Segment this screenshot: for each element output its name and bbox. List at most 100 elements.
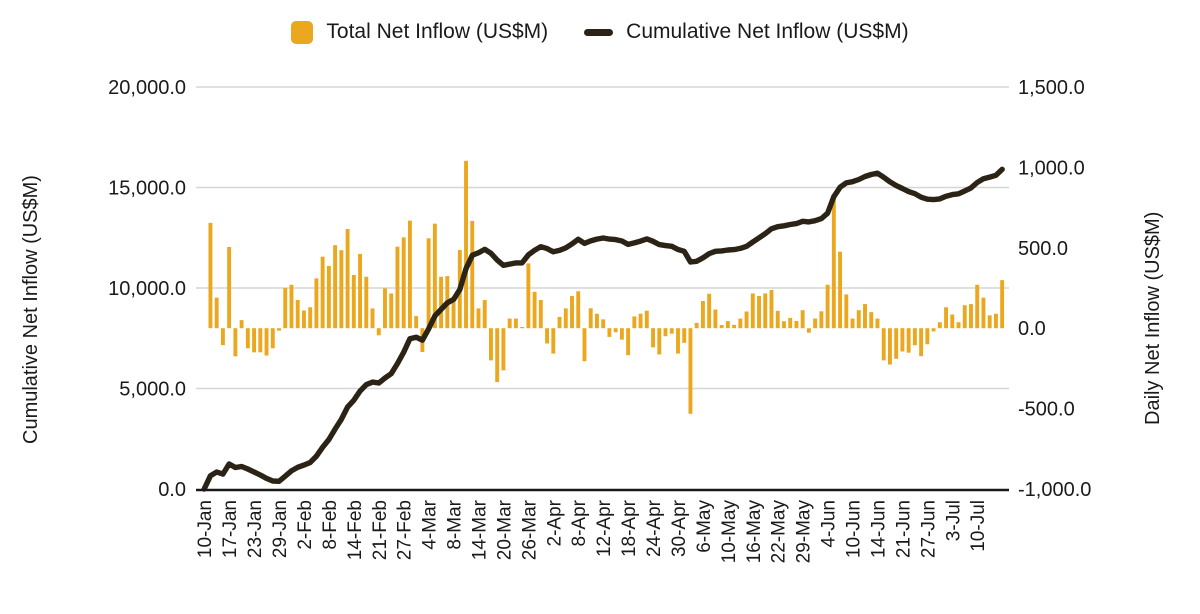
- right-axis-tick-label: -500.0: [1018, 399, 1075, 421]
- x-axis-tick-label: 10-May: [719, 500, 740, 564]
- daily-net-inflow-bar: [838, 251, 843, 329]
- daily-net-inflow-bar: [894, 328, 899, 359]
- daily-net-inflow-bar: [887, 328, 892, 365]
- daily-net-inflow-bar: [806, 328, 811, 333]
- x-axis-tick-label: 8-Mar: [445, 499, 466, 549]
- daily-net-inflow-bar: [295, 300, 300, 329]
- x-axis-tick-label: 8-Feb: [320, 500, 341, 550]
- daily-net-inflow-bar: [401, 237, 406, 329]
- daily-net-inflow-bar: [594, 313, 599, 329]
- daily-net-inflow-bar: [738, 318, 743, 329]
- daily-net-inflow-bar: [383, 288, 387, 329]
- daily-net-inflow-bar: [407, 220, 412, 329]
- daily-net-inflow-bar: [925, 328, 930, 345]
- legend-item-total-net-inflow: Total Net Inflow (US$M): [291, 20, 548, 44]
- daily-net-inflow-bar: [757, 296, 761, 329]
- daily-net-inflow-bar: [264, 328, 269, 356]
- daily-net-inflow-bar: [869, 312, 874, 329]
- daily-net-inflow-bar: [526, 263, 531, 329]
- daily-net-inflow-bar: [277, 328, 281, 331]
- x-axis-tick-label: 30-Apr: [669, 499, 690, 557]
- line-swatch-icon: [584, 28, 614, 36]
- daily-net-inflow-bar: [414, 316, 419, 329]
- daily-net-inflow-bar: [345, 228, 350, 329]
- daily-net-inflow-bar: [1000, 280, 1005, 329]
- daily-net-inflow-bar: [283, 288, 288, 329]
- daily-net-inflow-bar: [906, 328, 911, 353]
- cumulative-net-inflow-line: [201, 166, 1005, 492]
- x-axis-tick-label: 14-Mar: [469, 499, 490, 560]
- daily-net-inflow-bar: [339, 250, 344, 329]
- x-axis-tick-label: 12-Apr: [594, 499, 615, 557]
- left-axis-tick-label: 5,000.0: [119, 379, 186, 401]
- daily-net-inflow-bar: [769, 290, 774, 329]
- x-axis-tick-label: 3-Jul: [943, 500, 964, 541]
- daily-net-inflow-bar: [214, 297, 219, 329]
- daily-net-inflow-bar: [800, 310, 805, 329]
- daily-net-inflow-bar: [719, 324, 724, 329]
- legend: Total Net Inflow (US$M) Cumulative Net I…: [0, 20, 1200, 44]
- daily-net-inflow-bar: [613, 328, 618, 333]
- daily-net-inflow-bar: [794, 320, 799, 329]
- daily-net-inflow-bar: [956, 322, 961, 329]
- daily-net-inflow-bar: [476, 308, 481, 329]
- left-axis-tick-label: 0.0: [158, 479, 186, 501]
- daily-net-inflow-bar: [713, 309, 718, 329]
- x-axis-tick-label: 2-Feb: [295, 500, 316, 550]
- daily-net-inflow-bar: [931, 328, 936, 332]
- daily-net-inflow-bar: [688, 328, 693, 414]
- left-axis-tick-label: 20,000.0: [108, 77, 186, 99]
- daily-net-inflow-bar: [439, 276, 444, 329]
- daily-net-inflow-bar: [551, 328, 556, 354]
- daily-net-inflow-bar: [825, 284, 830, 329]
- daily-net-inflow-bar: [987, 315, 992, 329]
- x-axis-tick-label: 14-Feb: [345, 500, 366, 560]
- x-axis-tick-label: 8-Apr: [569, 499, 590, 546]
- x-axis-tick-label: 10-Jan: [195, 500, 216, 558]
- daily-net-inflow-bar: [788, 317, 793, 329]
- right-axis-tick-label: 0.0: [1018, 318, 1046, 340]
- daily-net-inflow-bar: [252, 328, 257, 353]
- x-axis-tick-label: 29-Jan: [270, 500, 291, 558]
- left-axis-tick-label: 10,000.0: [108, 278, 186, 300]
- daily-net-inflow-bar: [507, 318, 512, 329]
- daily-net-inflow-bar: [819, 311, 824, 329]
- legend-label: Cumulative Net Inflow (US$M): [626, 20, 909, 43]
- daily-net-inflow-bar: [863, 304, 867, 329]
- daily-net-inflow-bar: [638, 313, 643, 329]
- x-axis-tick-label: 6-May: [694, 500, 715, 553]
- daily-net-inflow-bar: [258, 328, 263, 353]
- daily-net-inflow-bar: [919, 328, 924, 357]
- daily-net-inflow-bar: [557, 316, 562, 329]
- daily-net-inflow-bar: [370, 308, 375, 329]
- daily-net-inflow-bar: [570, 296, 574, 329]
- daily-net-inflow-bar: [314, 278, 319, 329]
- daily-net-inflow-bar: [744, 311, 749, 329]
- daily-net-inflow-bar: [975, 284, 980, 329]
- daily-net-inflow-bar: [707, 293, 712, 329]
- daily-net-inflow-bar: [651, 328, 655, 348]
- daily-net-inflow-bar: [227, 246, 232, 329]
- daily-net-inflow-bar: [682, 328, 687, 343]
- daily-net-inflow-bar: [220, 328, 225, 346]
- x-axis-tick-label: 4-Jun: [819, 500, 840, 548]
- x-axis-tick-label: 29-May: [794, 500, 815, 564]
- daily-net-inflow-bar: [619, 328, 624, 340]
- x-axis-tick-label: 24-Apr: [644, 499, 665, 557]
- daily-net-inflow-bar: [663, 328, 668, 337]
- x-axis-tick-label: 2-Apr: [544, 499, 565, 546]
- left-axis-tick-label: 15,000.0: [108, 178, 186, 200]
- daily-net-inflow-bar: [358, 253, 362, 329]
- daily-net-inflow-bar: [208, 222, 213, 329]
- daily-net-inflow-bar: [601, 319, 606, 329]
- daily-net-inflow-bar: [950, 314, 955, 329]
- daily-net-inflow-bar: [750, 293, 755, 329]
- daily-net-inflow-bar: [844, 294, 849, 329]
- daily-net-inflow-bar: [981, 297, 986, 329]
- daily-net-inflow-bar: [856, 310, 861, 329]
- daily-net-inflow-bar: [432, 223, 437, 329]
- daily-net-inflow-bar: [782, 321, 786, 329]
- x-axis-tick-label: 4-Mar: [420, 499, 441, 549]
